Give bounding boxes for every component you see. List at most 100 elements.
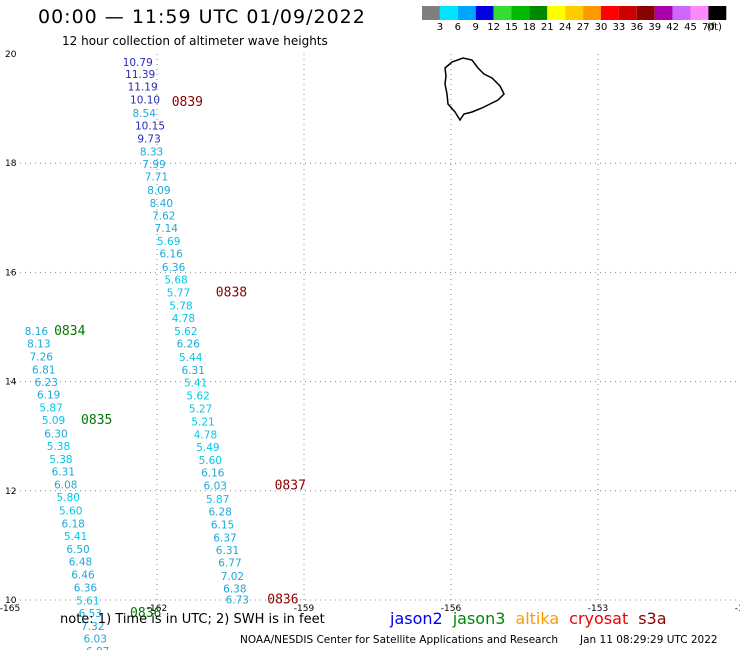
wave-height-value: 6.03 xyxy=(84,634,107,646)
wave-height-value: 5.41 xyxy=(64,531,87,543)
lon-tick-label: -159 xyxy=(294,604,315,614)
lat-tick-label: 20 xyxy=(5,50,17,60)
wave-height-value: 6.31 xyxy=(216,545,239,557)
color-scale-label: 27 xyxy=(577,22,590,33)
color-swatch xyxy=(547,6,566,20)
wave-height-value: 6.50 xyxy=(66,544,89,556)
lon-tick-label: -156 xyxy=(441,604,462,614)
wave-height-value: 6.19 xyxy=(37,390,60,402)
wave-height-value: 6.16 xyxy=(201,468,225,480)
map-title: 00:00 — 11:59 UTC 01/09/2022 xyxy=(38,6,366,28)
wave-height-value: 5.78 xyxy=(169,301,192,313)
wave-height-value: 8.09 xyxy=(147,185,170,197)
lon-tick-label: -165 xyxy=(0,604,20,614)
wave-height-value: 6.81 xyxy=(32,364,55,376)
wave-height-value: 5.09 xyxy=(42,415,65,427)
wave-height-value: 7.26 xyxy=(30,351,54,363)
wave-height-value: 5.62 xyxy=(186,391,209,403)
wave-height-value: 6.30 xyxy=(44,428,67,440)
wave-height-value: 5.77 xyxy=(167,287,190,299)
lat-tick-label: 10 xyxy=(5,596,17,606)
hawaii-island-outline xyxy=(444,57,505,122)
wave-height-value: 5.49 xyxy=(196,442,219,454)
color-swatch xyxy=(601,6,619,20)
color-swatch xyxy=(708,6,727,20)
wave-height-value: 5.44 xyxy=(179,352,203,364)
wave-height-value: 5.87 xyxy=(206,494,229,506)
wave-height-value: 10.10 xyxy=(130,95,160,107)
wave-height-value: 6.36 xyxy=(74,582,98,594)
wave-height-value: 6.77 xyxy=(218,558,241,570)
wave-height-value: 6.23 xyxy=(35,377,58,389)
wave-height-value: 4.78 xyxy=(172,313,195,325)
wave-height-value: 5.68 xyxy=(164,274,187,286)
color-scale-label: (ft) xyxy=(707,22,722,33)
credit-line: NOAA/NESDIS Center for Satellite Applica… xyxy=(240,634,558,646)
wave-height-value: 10.15 xyxy=(135,120,165,132)
color-swatch xyxy=(439,6,458,20)
color-swatch xyxy=(493,6,512,20)
wave-height-value: 5.61 xyxy=(76,595,99,607)
satellite-jason2: jason2 xyxy=(390,609,443,628)
wave-height-value: 7.32 xyxy=(81,621,104,633)
wave-height-value: 6.31 xyxy=(182,365,205,377)
hawaii-coastline xyxy=(444,57,505,122)
wave-height-value: 5.87 xyxy=(39,403,62,415)
wave-height-value: 7.14 xyxy=(155,223,179,235)
wave-height-value: 6.48 xyxy=(69,557,92,569)
color-swatch xyxy=(422,6,440,20)
color-scale-label: 21 xyxy=(541,22,554,33)
wave-height-value: 6.03 xyxy=(204,481,227,493)
wave-height-value: 8.16 xyxy=(25,326,49,338)
wave-height-value: 6.46 xyxy=(71,570,95,582)
wave-height-value: 8.54 xyxy=(133,108,157,120)
wave-height-value: 6.28 xyxy=(208,506,231,518)
color-scale-label: 36 xyxy=(630,22,643,33)
color-swatch xyxy=(618,6,637,20)
wave-height-value: 10.79 xyxy=(123,57,153,69)
wave-height-value: 8.40 xyxy=(150,198,173,210)
satellite-legend: jason2 jason3 altika cryosat s3a xyxy=(390,609,677,628)
wave-height-value: 11.39 xyxy=(125,69,155,81)
color-swatch xyxy=(475,6,494,20)
pass-time-label: 0835 xyxy=(81,413,112,428)
wave-height-value: 6.26 xyxy=(177,339,201,351)
wave-height-value: 5.80 xyxy=(57,492,80,504)
wave-height-value: 6.38 xyxy=(223,583,246,595)
color-scale-label: 33 xyxy=(613,22,626,33)
wave-height-value: 7.02 xyxy=(221,571,244,583)
map-subtitle: 12 hour collection of altimeter wave hei… xyxy=(62,34,328,48)
satellite-cryosat: cryosat xyxy=(569,609,629,628)
color-scale-label: 30 xyxy=(595,22,608,33)
color-scale-legend: 3 6 9 12 15 18 21 24 27 30 33 36 39 42 45 70(ft) xyxy=(422,6,727,33)
wave-height-value: 6.16 xyxy=(159,249,183,261)
wave-height-value: 9.73 xyxy=(137,133,160,145)
color-scale-label: 18 xyxy=(523,22,536,33)
wave-height-value: 6.53 xyxy=(79,608,102,620)
satellite-altika: altika xyxy=(515,609,560,628)
satellite-s3a: s3a xyxy=(638,609,667,628)
color-swatch xyxy=(457,6,476,20)
wave-height-value: 7.99 xyxy=(142,159,165,171)
wave-height-value: 6.31 xyxy=(52,467,75,479)
wave-height-value: 6.36 xyxy=(162,262,186,274)
color-scale-label: 45 xyxy=(684,22,697,33)
color-scale-label: 3 xyxy=(437,22,443,33)
wave-height-value: 5.27 xyxy=(189,404,212,416)
wave-height-value: 5.60 xyxy=(199,455,222,467)
footnote: note: 1) Time is in UTC; 2) SWH is in fe… xyxy=(60,612,325,627)
wave-height-value: 5.62 xyxy=(174,326,197,338)
wave-height-value: 6.15 xyxy=(211,519,234,531)
pass-time-label: 0836 xyxy=(267,592,298,607)
color-swatch xyxy=(583,6,601,20)
wave-height-value: 5.38 xyxy=(49,454,72,466)
wave-height-value: 5.41 xyxy=(184,378,207,390)
color-swatch xyxy=(529,6,548,20)
wave-height-value: 7.71 xyxy=(145,172,168,184)
wave-height-value: 6.37 xyxy=(213,533,236,545)
pass-time-label: 0839 xyxy=(172,95,203,110)
color-scale-label: 42 xyxy=(666,22,679,33)
color-scale-label: 6 xyxy=(455,22,461,33)
